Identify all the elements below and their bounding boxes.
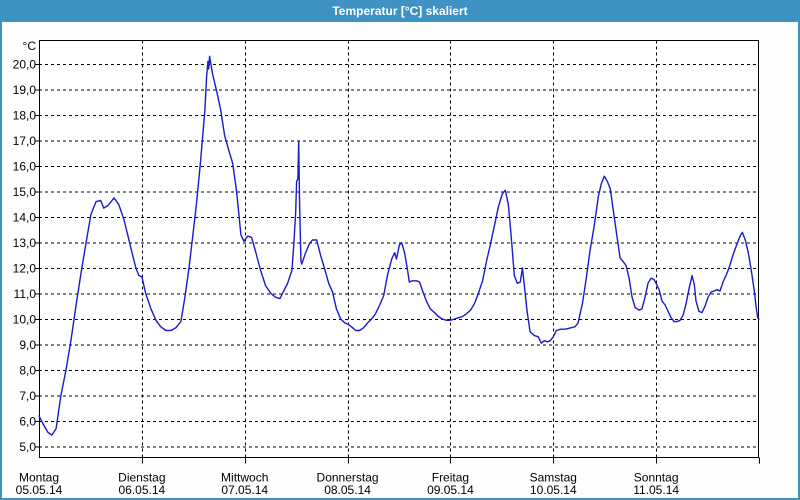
- y-axis-tick-label: 7,0: [19, 389, 36, 403]
- x-axis-day-label: Dienstag: [118, 471, 165, 485]
- y-axis-tick-label: 16,0: [13, 159, 37, 173]
- y-axis-tick-label: 11,0: [14, 287, 37, 301]
- x-axis-date-label: 06.05.14: [118, 483, 165, 497]
- y-axis-unit-label: °C: [23, 39, 37, 53]
- y-axis-tick-label: 10,0: [13, 312, 37, 326]
- x-axis-day-label: Donnerstag: [317, 471, 379, 485]
- x-axis-day-label: Samstag: [530, 471, 577, 485]
- x-axis-day-label: Sonntag: [634, 471, 679, 485]
- y-axis-tick-label: 14,0: [13, 210, 37, 224]
- x-axis-day-label: Freitag: [432, 471, 469, 485]
- y-axis-tick-label: 12,0: [13, 261, 37, 275]
- x-axis-date-label: 09.05.14: [427, 483, 474, 497]
- temperature-series-line: [38, 55, 760, 436]
- plot-border: [39, 40, 759, 458]
- temperature-chart: °C 20,0 19,0 18,0 17,0 16,0 15,0 14,0 13,0 12,0 1…: [13, 39, 760, 497]
- x-axis-day-label: Mittwoch: [221, 471, 268, 485]
- y-axis-tick-label: 15,0: [13, 185, 37, 199]
- y-axis-tick-label: 17,0: [13, 134, 37, 148]
- y-axis-tick-label: 8,0: [19, 363, 36, 377]
- y-axis-tick-label: 6,0: [19, 414, 36, 428]
- x-axis-date-label: 05.05.14: [16, 483, 63, 497]
- y-axis-tick-label: 19,0: [13, 83, 37, 97]
- x-axis-date-label: 07.05.14: [221, 483, 268, 497]
- y-axis-tick-label: 20,0: [13, 57, 37, 71]
- title-bar: Temperatur [°C] skaliert: [0, 0, 800, 22]
- y-axis-tick-label: 5,0: [19, 440, 36, 454]
- x-axis-day-label: Montag: [19, 471, 59, 485]
- y-axis-tick-label: 13,0: [13, 236, 37, 250]
- x-axis-date-label: 10.05.14: [530, 483, 577, 497]
- x-axis-date-label: 08.05.14: [324, 483, 371, 497]
- window-title: Temperatur [°C] skaliert: [332, 4, 468, 18]
- y-axis-tick-label: 18,0: [13, 108, 37, 122]
- x-axis-date-label: 11.05.14: [633, 483, 679, 497]
- y-axis-tick-label: 9,0: [19, 338, 36, 352]
